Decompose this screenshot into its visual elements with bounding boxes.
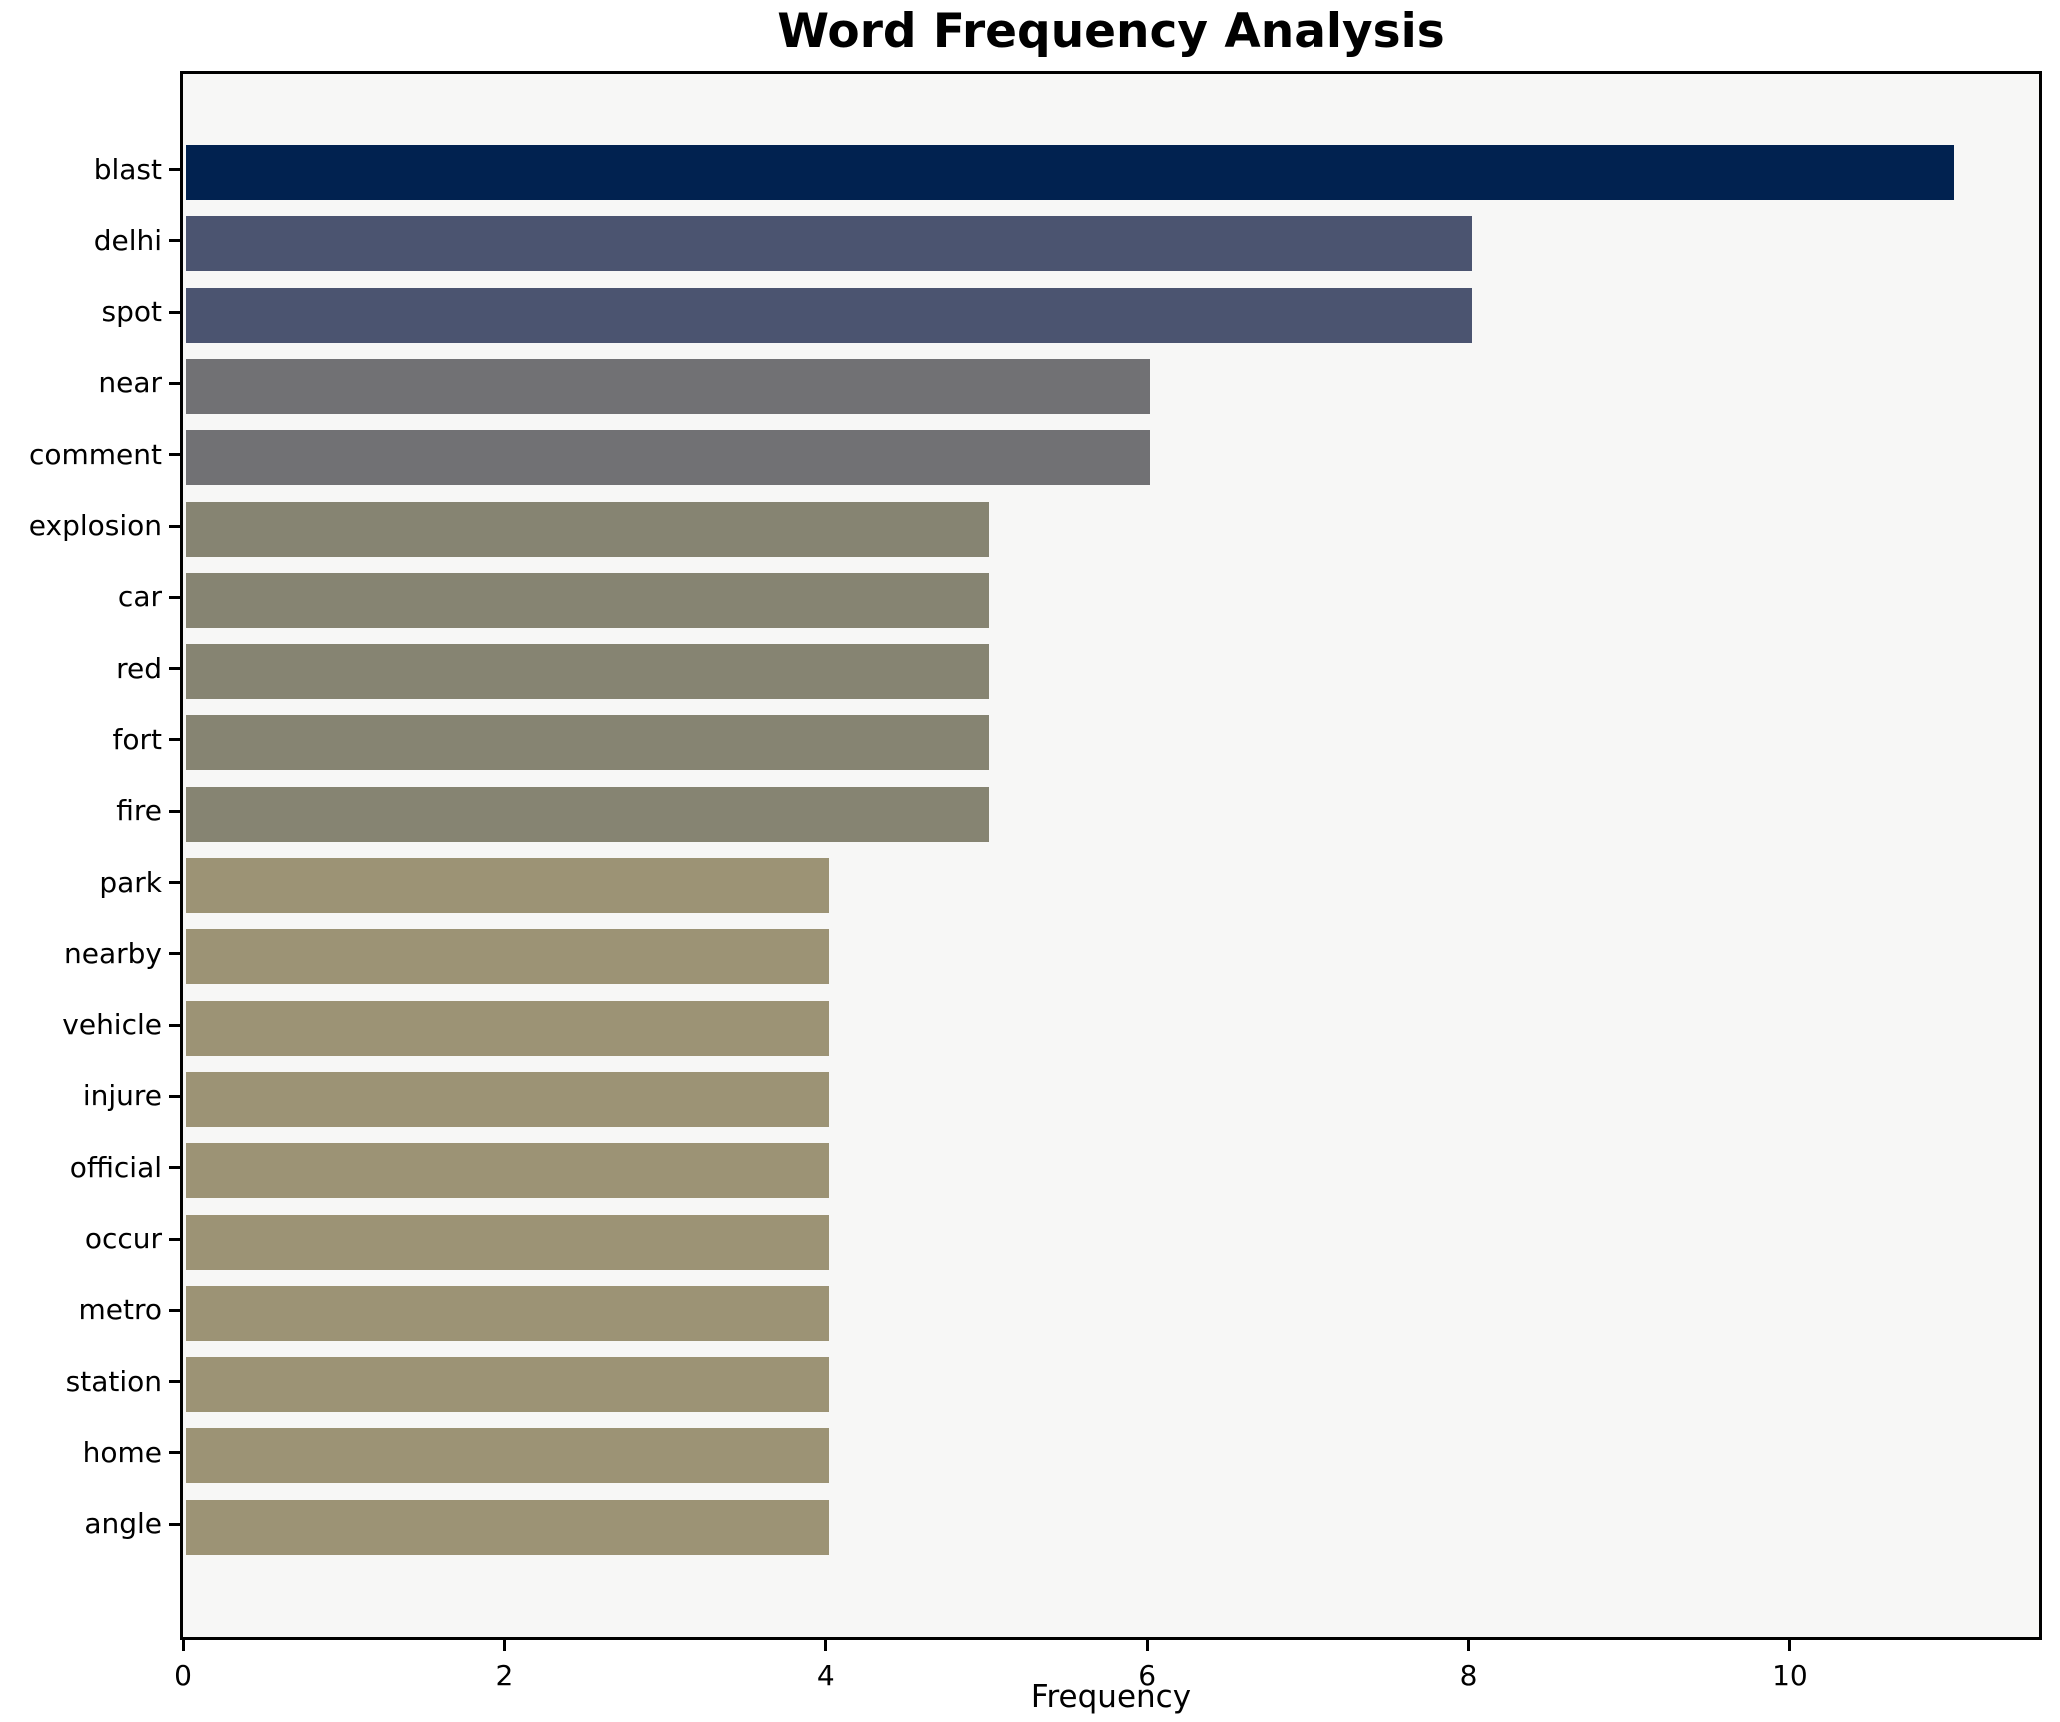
y-tick-car (169, 595, 180, 599)
y-label-blast: blast (93, 152, 162, 186)
x-tick-6 (1145, 1640, 1149, 1651)
y-tick-fort (169, 738, 180, 742)
y-label-near: near (98, 366, 162, 400)
bar-station (186, 1357, 829, 1413)
y-label-nearby: nearby (64, 936, 162, 970)
x-tick-label-4: 4 (816, 1659, 835, 1692)
y-label-occur: occur (84, 1222, 162, 1255)
y-label-angle: angle (84, 1507, 162, 1541)
y-tick-fire (169, 809, 180, 813)
y-tick-nearby (169, 952, 180, 956)
y-label-injure: injure (82, 1079, 162, 1113)
bar-blast (186, 145, 1954, 200)
x-tick-label-0: 0 (174, 1659, 192, 1692)
bar-explosion (186, 501, 990, 557)
y-label-red: red (116, 651, 162, 685)
y-tick-delhi (169, 239, 180, 243)
y-tick-metro (169, 1308, 180, 1312)
bar-vehicle (186, 1000, 829, 1056)
y-label-comment: comment (28, 437, 162, 471)
y-tick-comment (169, 453, 180, 457)
bar-park (186, 858, 829, 913)
bar-delhi (186, 216, 1472, 272)
y-tick-near (169, 381, 180, 385)
x-tick-4 (824, 1640, 828, 1651)
bar-spot (186, 287, 1472, 343)
bar-red (186, 644, 990, 700)
y-tick-occur (169, 1237, 180, 1241)
y-label-station: station (65, 1364, 162, 1398)
y-label-spot: spot (101, 295, 162, 329)
x-tick-label-10: 10 (1772, 1659, 1808, 1692)
bar-angle (186, 1499, 829, 1555)
bar-official (186, 1143, 829, 1199)
bar-occur (186, 1214, 829, 1270)
y-tick-red (169, 667, 180, 671)
y-label-official: official (69, 1150, 162, 1184)
y-label-delhi: delhi (93, 223, 162, 257)
x-tick-label-2: 2 (495, 1659, 514, 1692)
y-label-metro: metro (78, 1293, 162, 1327)
bar-nearby (186, 929, 829, 985)
y-tick-official (169, 1166, 180, 1170)
y-label-fort: fort (112, 722, 162, 756)
y-tick-explosion (169, 524, 180, 528)
y-tick-vehicle (169, 1023, 180, 1027)
x-axis-label: Frequency (1030, 1679, 1192, 1715)
x-tick-label-6: 6 (1138, 1659, 1157, 1692)
bar-fort (186, 715, 990, 771)
bar-metro (186, 1285, 829, 1341)
y-tick-station (169, 1380, 180, 1384)
bar-home (186, 1428, 829, 1484)
x-tick-8 (1467, 1640, 1471, 1651)
bar-comment (186, 430, 1151, 486)
y-label-fire: fire (116, 794, 162, 828)
bar-injure (186, 1071, 829, 1127)
y-label-home: home (82, 1435, 162, 1469)
x-tick-0 (181, 1640, 185, 1651)
y-label-car: car (117, 580, 162, 614)
chart-title: Word Frequency Analysis (777, 4, 1445, 59)
x-tick-label-8: 8 (1459, 1659, 1478, 1692)
y-tick-angle (169, 1522, 180, 1526)
y-tick-home (169, 1451, 180, 1455)
y-tick-park (169, 881, 180, 884)
y-tick-injure (169, 1094, 180, 1098)
y-label-park: park (99, 865, 162, 899)
y-label-vehicle: vehicle (62, 1008, 162, 1042)
y-label-explosion: explosion (28, 509, 162, 542)
plot-area (180, 71, 2042, 1640)
bar-fire (186, 786, 990, 842)
bar-car (186, 572, 990, 628)
y-tick-spot (169, 310, 180, 314)
bar-near (186, 358, 1151, 414)
x-tick-10 (1788, 1640, 1792, 1651)
x-tick-2 (502, 1640, 506, 1651)
y-tick-blast (169, 168, 180, 171)
